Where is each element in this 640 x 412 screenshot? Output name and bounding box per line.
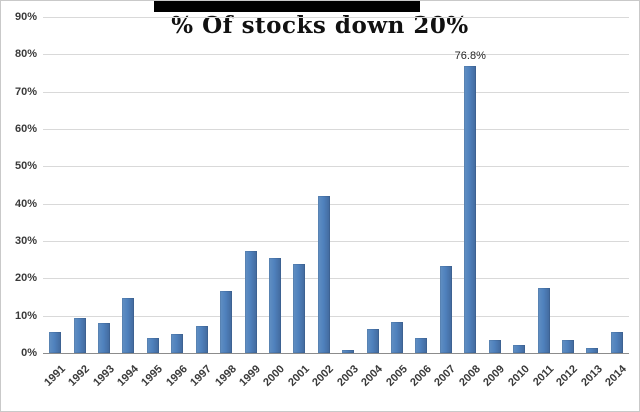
y-axis-tick-label: 80% — [14, 48, 37, 61]
chart-title: % Of stocks down 20% — [171, 12, 469, 39]
bar-2009 — [488, 340, 501, 353]
bar-2010 — [513, 345, 526, 353]
y-axis-tick-label: 90% — [14, 11, 37, 23]
bar-1996 — [171, 334, 184, 353]
bar-2014 — [610, 331, 623, 353]
bar-1997 — [195, 326, 208, 353]
bar-1998 — [220, 291, 233, 353]
bar-2001 — [293, 264, 306, 353]
bar-1995 — [146, 338, 159, 353]
bar-2002 — [317, 196, 330, 353]
y-axis-tick-label: 50% — [14, 160, 37, 173]
bar-2006 — [415, 338, 428, 353]
bar-2008 — [464, 66, 477, 353]
y-axis-tick-label: 20% — [14, 272, 37, 285]
plot-area: 76.8% — [43, 17, 629, 354]
gridline — [43, 166, 629, 168]
bar-1991 — [49, 332, 62, 353]
bar-1993 — [98, 323, 111, 353]
x-axis-tick-label: 2014 — [603, 363, 630, 389]
y-axis-tick-label: 60% — [14, 123, 37, 135]
bar-1992 — [73, 317, 86, 353]
gridline — [43, 17, 629, 18]
y-axis-tick-label: 40% — [14, 197, 37, 210]
bar-2011 — [537, 288, 550, 353]
gridline — [43, 203, 629, 205]
gridline — [43, 91, 629, 93]
y-axis-tick-label: 0% — [21, 347, 37, 359]
bar-2007 — [439, 266, 452, 353]
bar-1994 — [122, 297, 135, 353]
bar-2005 — [391, 321, 404, 353]
x-axis: 1991 1992 1993 1994 1995 1996 1997 1998 1999 2000… — [42, 355, 630, 411]
gridline — [43, 241, 629, 242]
gridline — [43, 129, 629, 130]
bar-2003 — [342, 350, 355, 353]
y-axis: 0% 10% 20% 30% 40% 50% 60% 70% 80% 90% — [1, 11, 39, 359]
y-axis-tick-label: 70% — [14, 85, 37, 98]
y-axis-tick-label: 10% — [14, 309, 37, 322]
bar-2000 — [268, 257, 281, 353]
data-label: 76.8% — [454, 50, 486, 63]
gridline — [43, 315, 629, 317]
bar-2012 — [561, 339, 574, 353]
redacted-title-bar — [154, 1, 420, 12]
bar-2013 — [586, 347, 599, 353]
gridline — [43, 278, 629, 280]
bar-2004 — [366, 329, 379, 353]
y-axis-tick-label: 30% — [14, 235, 37, 247]
bar-1999 — [244, 251, 257, 353]
gridline — [43, 54, 629, 56]
